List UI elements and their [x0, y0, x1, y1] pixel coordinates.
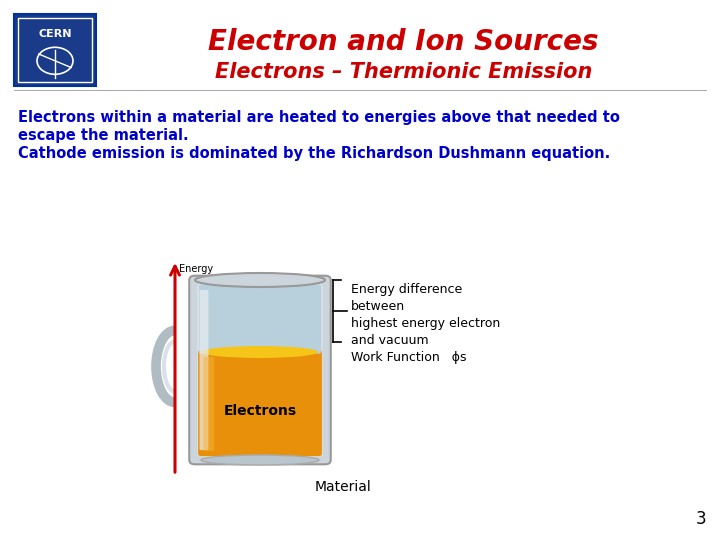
Text: between: between	[351, 300, 405, 313]
Text: highest energy electron: highest energy electron	[351, 317, 500, 330]
Ellipse shape	[201, 455, 319, 465]
FancyBboxPatch shape	[204, 357, 215, 451]
FancyBboxPatch shape	[199, 285, 321, 354]
Text: Electrons within a material are heated to energies above that needed to: Electrons within a material are heated t…	[18, 110, 620, 125]
Text: Work Function   ϕs: Work Function ϕs	[351, 351, 467, 364]
FancyBboxPatch shape	[198, 350, 322, 456]
FancyBboxPatch shape	[189, 276, 330, 464]
Text: Energy difference: Energy difference	[351, 283, 462, 296]
Text: Electrons – Thermionic Emission: Electrons – Thermionic Emission	[215, 62, 592, 82]
Text: Electrons: Electrons	[223, 404, 297, 418]
Text: Electron and Ion Sources: Electron and Ion Sources	[208, 28, 598, 56]
Text: 3: 3	[696, 510, 706, 528]
Text: CERN: CERN	[38, 29, 72, 39]
Text: Cathode emission is dominated by the Richardson Dushmann equation.: Cathode emission is dominated by the Ric…	[18, 146, 611, 161]
Ellipse shape	[202, 346, 318, 358]
FancyBboxPatch shape	[199, 290, 209, 450]
Text: Energy: Energy	[179, 264, 213, 274]
FancyBboxPatch shape	[197, 284, 323, 457]
Text: and vacuum: and vacuum	[351, 334, 428, 347]
Text: Material: Material	[315, 480, 372, 494]
Text: escape the material.: escape the material.	[18, 128, 189, 143]
FancyBboxPatch shape	[14, 14, 96, 86]
Ellipse shape	[195, 273, 325, 287]
